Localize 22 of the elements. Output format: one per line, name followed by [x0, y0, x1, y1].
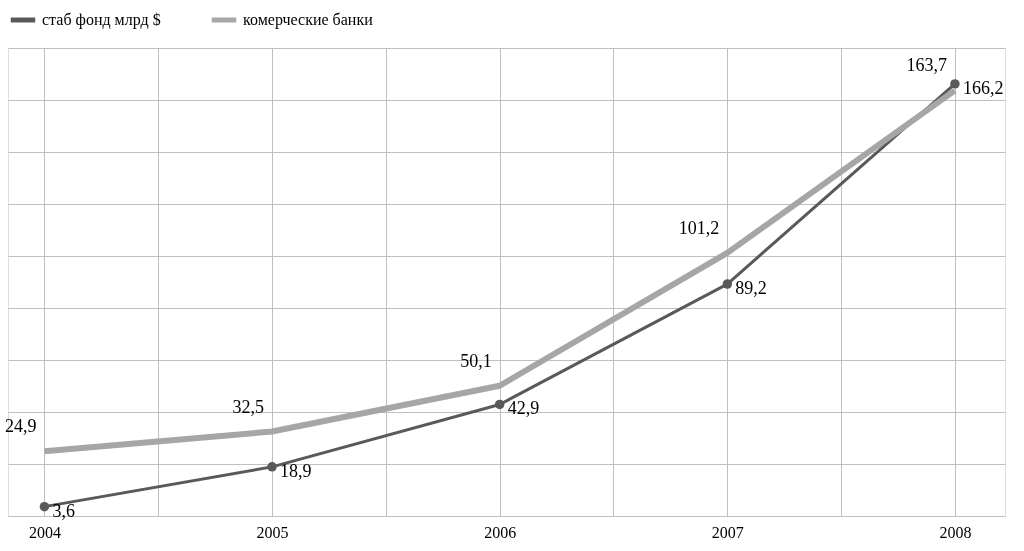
data-label: 50,1	[460, 350, 492, 371]
point	[494, 399, 505, 410]
legend-label: стаб фонд млрд $	[42, 11, 161, 29]
x-tick-label: 2007	[711, 523, 744, 541]
data-label: 101,2	[678, 217, 720, 238]
data-label: 166,2	[962, 77, 1004, 98]
x-tick-label: 2004	[28, 523, 61, 541]
data-label: 32,5	[232, 396, 265, 417]
data-label: 18,9	[280, 460, 312, 481]
x-tick-label: 2005	[256, 523, 289, 541]
point	[39, 501, 50, 512]
data-label: 163,7	[906, 55, 947, 76]
point	[950, 79, 960, 89]
legend-label: комерческие банки	[243, 11, 374, 29]
point	[722, 279, 733, 289]
x-tick-label: 2008	[939, 523, 972, 541]
point	[267, 462, 277, 472]
data-label: 3,6	[52, 500, 75, 521]
data-label: 89,2	[735, 278, 767, 299]
x-tick-label: 2006	[484, 523, 517, 541]
data-label: 24,9	[4, 416, 37, 437]
data-label: 42,9	[507, 398, 540, 419]
